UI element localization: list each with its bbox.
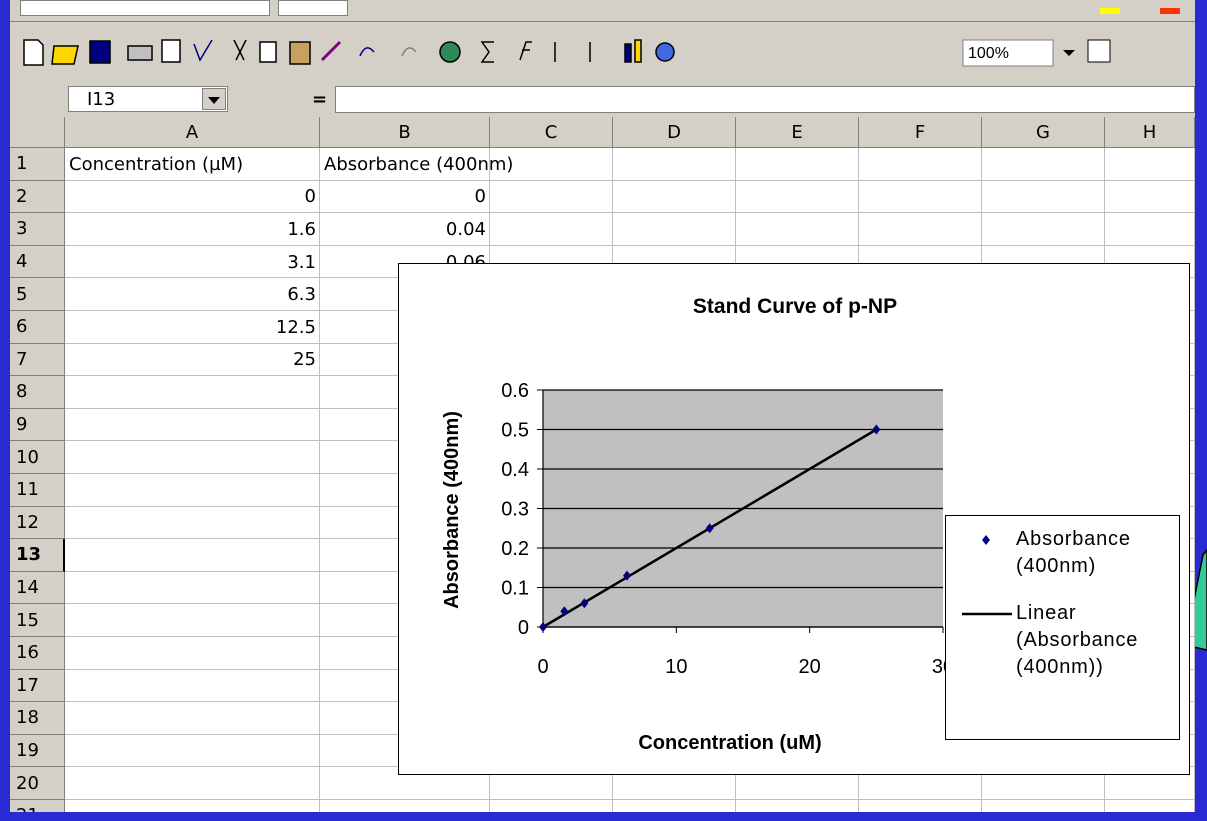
x-tick-label: 0	[537, 656, 548, 678]
y-tick-label: 0.4	[501, 459, 529, 481]
x-axis-title: Concentration (uM)	[638, 732, 821, 754]
chart-title: Stand Curve of p-NP	[693, 295, 897, 318]
cell: Absorbance (400nm)	[320, 148, 490, 181]
standard-toolbar: 100%	[10, 26, 1195, 82]
row-header: 9	[10, 409, 65, 442]
equals-button[interactable]: =	[308, 86, 333, 112]
y-tick-label: 0	[518, 617, 529, 639]
legend-label: Absorbance (400nm)	[1016, 526, 1176, 580]
column-header: C	[490, 117, 613, 148]
y-tick-label: 0.6	[501, 380, 529, 402]
column-header: H	[1105, 117, 1195, 148]
row-header: 1	[10, 148, 65, 181]
print-icon[interactable]	[128, 46, 152, 60]
web-icon[interactable]	[440, 42, 460, 62]
cell: 3.1	[65, 246, 320, 279]
function-icon[interactable]	[520, 42, 532, 60]
grid-line	[65, 799, 1195, 800]
row-header: 6	[10, 311, 65, 344]
cell: 25	[65, 344, 320, 377]
row-header: 4	[10, 246, 65, 279]
row-header: 21	[10, 800, 65, 812]
legend-label: Linear (Absorbance (400nm))	[1016, 600, 1176, 681]
cell: 12.5	[65, 311, 320, 344]
spelling-icon[interactable]	[194, 40, 212, 60]
row-header: 14	[10, 572, 65, 605]
row-header: 13	[10, 539, 65, 572]
name-dropdown[interactable]	[202, 88, 226, 110]
row-header: 7	[10, 344, 65, 377]
autosum-icon[interactable]	[482, 42, 494, 62]
column-header: F	[859, 117, 982, 148]
y-tick-label: 0.2	[501, 538, 529, 560]
cell: Concentration (µM)	[65, 148, 320, 181]
sort-icons[interactable]	[555, 42, 590, 62]
x-tick-label: 10	[665, 656, 687, 678]
cell: 0.04	[320, 213, 490, 246]
row-header: 17	[10, 670, 65, 703]
cut-icon[interactable]	[234, 40, 246, 60]
cell: 6.3	[65, 278, 320, 311]
undo-icon[interactable]	[360, 48, 374, 56]
legend-entry: Linear (Absorbance (400nm))	[958, 600, 1179, 681]
zoom-value: 100%	[968, 45, 1009, 62]
row-header: 20	[10, 767, 65, 800]
column-header: E	[736, 117, 859, 148]
column-header: B	[320, 117, 490, 148]
row-header: 11	[10, 474, 65, 507]
menu-strip	[10, 0, 1195, 22]
redo-icon[interactable]	[402, 48, 416, 56]
row-header: 18	[10, 702, 65, 735]
format-painter-icon[interactable]	[322, 42, 340, 60]
cut-off-icon	[1100, 8, 1120, 14]
copy-icon[interactable]	[260, 42, 276, 62]
formula-bar: I13 =	[10, 84, 1195, 115]
y-axis-title: Absorbance (400nm)	[441, 411, 463, 609]
help-icon[interactable]	[1088, 40, 1110, 62]
legend[interactable]: Absorbance (400nm) Linear (Absorbance (40…	[945, 515, 1180, 740]
paste-icon[interactable]	[290, 42, 310, 64]
save-icon[interactable]	[90, 41, 110, 63]
preview-icon[interactable]	[162, 40, 180, 62]
row-header: 3	[10, 213, 65, 246]
corner-cell	[10, 117, 65, 148]
column-header: D	[613, 117, 736, 148]
row-header: 19	[10, 735, 65, 768]
y-tick-label: 0.5	[501, 420, 529, 442]
new-icon[interactable]	[24, 40, 43, 65]
y-tick-label: 0.1	[501, 578, 529, 600]
screen: 100% I13 = ABCDEFGH123456789101112131415…	[0, 0, 1207, 821]
cell: 0	[65, 181, 320, 214]
drawing-icon[interactable]	[656, 43, 674, 61]
row-header: 8	[10, 376, 65, 409]
y-tick-label: 0.3	[501, 499, 529, 521]
row-header: 10	[10, 441, 65, 474]
row-header: 2	[10, 181, 65, 214]
legend-symbol	[958, 526, 1014, 553]
chart-wizard-icon[interactable]	[625, 44, 631, 62]
grid-line	[1194, 148, 1195, 812]
zoom-dropdown[interactable]	[1063, 50, 1075, 56]
column-header: G	[982, 117, 1105, 148]
row-header: 12	[10, 507, 65, 540]
cell: 0	[320, 181, 490, 214]
row-header: 16	[10, 637, 65, 670]
row-header: 15	[10, 604, 65, 637]
open-icon[interactable]	[52, 46, 78, 64]
cell: 1.6	[65, 213, 320, 246]
legend-entry: Absorbance (400nm)	[958, 526, 1179, 580]
cut-off-box	[278, 0, 348, 16]
cut-off-icon	[1160, 8, 1180, 14]
legend-symbol	[958, 600, 1014, 627]
formula-input[interactable]	[335, 86, 1195, 113]
cut-off-box	[20, 0, 270, 16]
x-tick-label: 20	[799, 656, 821, 678]
legend-marker	[982, 535, 990, 545]
row-header: 5	[10, 278, 65, 311]
column-header: A	[65, 117, 320, 148]
